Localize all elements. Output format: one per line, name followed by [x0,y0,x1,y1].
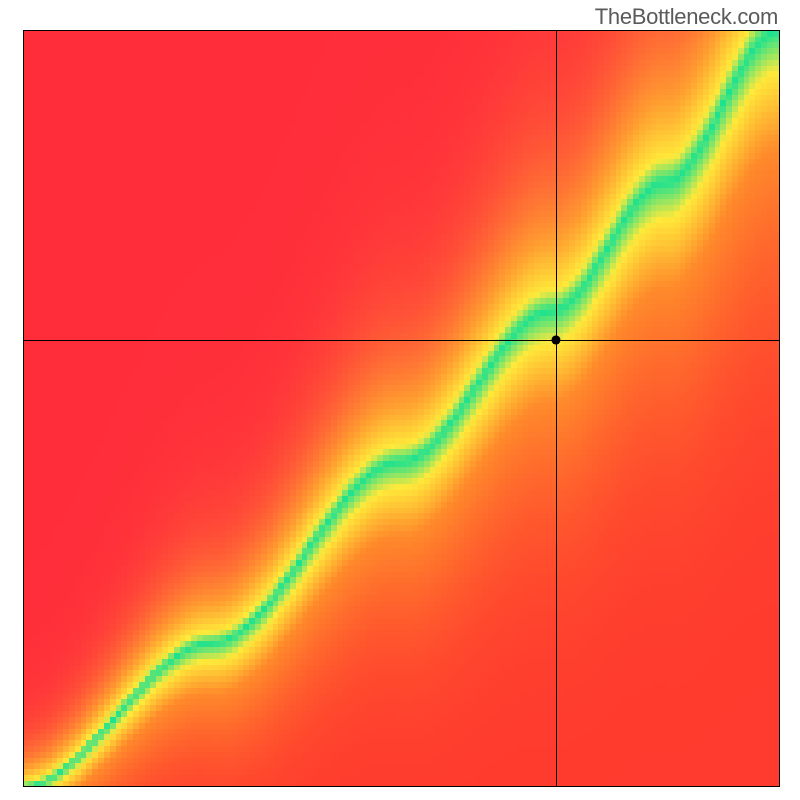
watermark-text: TheBottleneck.com [595,4,778,30]
bottleneck-heatmap [0,0,800,800]
